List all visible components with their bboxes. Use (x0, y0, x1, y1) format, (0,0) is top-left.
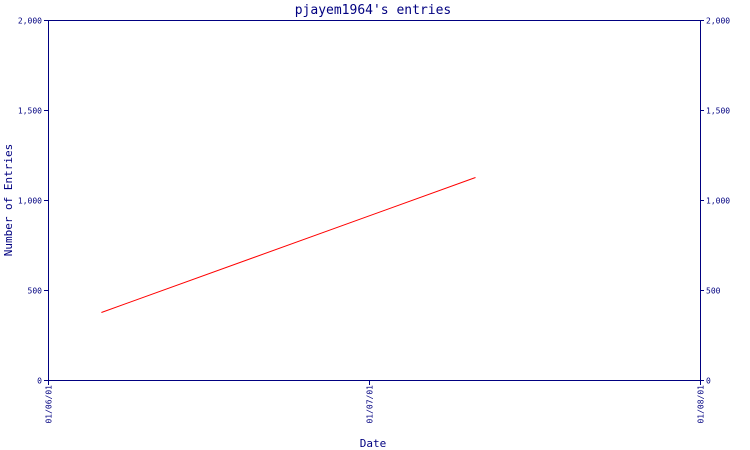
chart-title: pjayem1964's entries (295, 3, 452, 18)
y-tick-label-left: 500 (28, 287, 43, 296)
y-tick-label-left: 1,000 (18, 197, 42, 206)
y-tick-label-right: 0 (706, 377, 711, 386)
y-tick-label-right: 1,000 (706, 197, 730, 206)
y-tick-label-right: 2,000 (706, 17, 730, 26)
y-axis-label: Number of Entries (2, 144, 15, 257)
y-tick-label-left: 2,000 (18, 17, 42, 26)
x-tick-label: 01/06/01 (45, 385, 54, 424)
x-tick-label: 01/08/01 (697, 385, 706, 424)
y-tick-label-right: 1,500 (706, 107, 730, 116)
y-tick-label-left: 0 (37, 377, 42, 386)
series-line (101, 177, 476, 313)
x-axis-ticks: 01/06/01 01/07/01 01/08/01 (45, 380, 706, 424)
series-layer (101, 177, 476, 313)
plot-area-frame (48, 20, 701, 381)
x-tick-label: 01/07/01 (366, 385, 375, 424)
y-tick-label-right: 500 (706, 287, 721, 296)
y-axis-ticks: 0 0 500 500 1,000 1,000 1,500 1,500 2,000 2,000 (18, 17, 730, 386)
x-axis-label: Date (360, 437, 387, 450)
y-tick-label-left: 1,500 (18, 107, 42, 116)
